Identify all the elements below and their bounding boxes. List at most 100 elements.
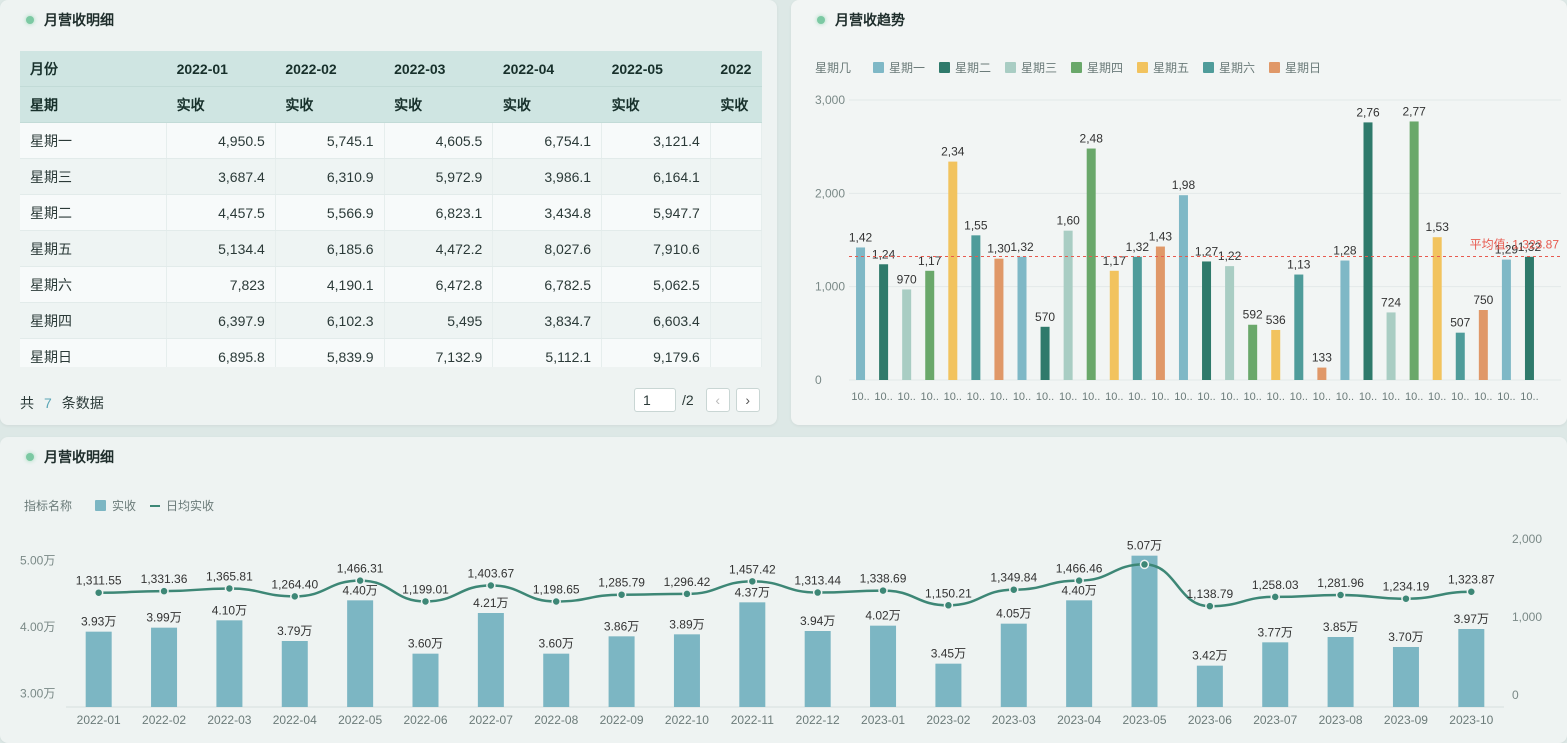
- legend-entry: 星期二: [955, 61, 991, 75]
- table-row[interactable]: 星期四 6,397.9 6,102.3 5,495 3,834.7 6,603.4: [20, 302, 762, 339]
- x-tick-label: 2022-07: [469, 713, 513, 727]
- x-tick-label: 2023-09: [1384, 713, 1428, 727]
- header-weekday-label: 星期: [20, 86, 167, 123]
- line-data-label: 1,331.36: [141, 572, 188, 586]
- bar: [608, 636, 635, 707]
- x-tick-label: 2022-10: [665, 713, 709, 727]
- bar: [1455, 332, 1465, 380]
- table-cell-value: [710, 266, 762, 303]
- x-tick-label: 10..: [1059, 391, 1077, 403]
- trend-bar-chart[interactable]: 星期几 星期一 星期二 星期三 星期四 星期五 星期六 星期日 0 1,000 2,000 3,000…: [791, 0, 1567, 425]
- next-page-button[interactable]: ›: [735, 388, 760, 412]
- column-header-month[interactable]: 2022-03: [384, 51, 493, 87]
- table-row[interactable]: 星期五 5,134.4 6,185.6 4,472.2 8,027.6 7,910.6: [20, 230, 762, 267]
- bar: [1202, 261, 1212, 380]
- y-left-tick-label: 4.00万: [20, 620, 55, 634]
- combo-bar-line-chart[interactable]: 指标名称 实收 日均实收 3.00万 4.00万 5.00万 0 1,000 2,000 3.93…: [0, 437, 1567, 743]
- bar-data-label: 3.93万: [81, 615, 116, 629]
- bar-data-label: 4.21万: [473, 596, 508, 610]
- table-cell-value: 6,782.5: [492, 266, 603, 303]
- prev-page-button[interactable]: ‹: [705, 388, 730, 412]
- x-tick-label: 2023-07: [1253, 713, 1297, 727]
- line-data-label: 1,365.81: [206, 569, 253, 583]
- line-data-label: 1,234.19: [1383, 580, 1430, 594]
- x-tick-label: 2023-02: [926, 713, 970, 727]
- bar: [412, 653, 439, 707]
- line-data-label: 1,285.79: [598, 576, 645, 590]
- x-tick-label: 10..: [1013, 391, 1031, 403]
- line-point: [1401, 593, 1411, 604]
- bar-data-label: 1,29: [1495, 243, 1519, 257]
- column-header-month[interactable]: 2022-05: [601, 51, 711, 87]
- pagination: 1 /2 ‹ ›: [634, 388, 760, 412]
- bar: [1196, 665, 1223, 707]
- bar: [1017, 256, 1027, 380]
- legend-swatch: [1005, 62, 1016, 73]
- bar: [1063, 230, 1073, 380]
- series-line-daily-average: [98, 563, 1472, 608]
- table-cell-value: 6,102.3: [275, 302, 385, 339]
- x-tick-label: 2022-04: [273, 713, 317, 727]
- table-row[interactable]: 星期二 4,457.5 5,566.9 6,823.1 3,434.8 5,947.7: [20, 194, 762, 231]
- revenue-table[interactable]: 月份 2022-01 2022-02 2022-03 2022-04 2022-05 202…: [20, 51, 762, 367]
- bar-data-label: 3.70万: [1388, 630, 1423, 644]
- table-row[interactable]: 星期一 4,950.5 5,745.1 4,605.5 6,754.1 3,121.4: [20, 122, 762, 159]
- row-weekday-label: 星期日: [20, 338, 168, 367]
- table-row[interactable]: 星期六 7,823 4,190.1 6,472.8 6,782.5 5,062.5: [20, 266, 762, 303]
- x-tick-label: 2022-02: [142, 713, 186, 727]
- line-point: [878, 585, 888, 596]
- table-row[interactable]: 星期日 6,895.8 5,839.9 7,132.9 5,112.1 9,179.6: [20, 338, 762, 367]
- table-row[interactable]: 星期三 3,687.4 6,310.9 5,972.9 3,986.1 6,164.1: [20, 158, 762, 195]
- row-weekday-label: 星期一: [20, 122, 168, 159]
- x-tick-label: 2022-09: [600, 713, 644, 727]
- x-tick-label: 2023-04: [1057, 713, 1101, 727]
- bar-data-label: 4.10万: [212, 603, 247, 617]
- legend-swatch: [1269, 62, 1280, 73]
- bar-data-label: 1,24: [872, 247, 896, 261]
- column-header-month[interactable]: 2022: [710, 51, 762, 87]
- legend-entry: 星期三: [1021, 61, 1057, 75]
- legend-swatch-bar: [95, 500, 106, 511]
- column-header-month[interactable]: 2022-01: [166, 51, 276, 87]
- y-tick-label: 0: [815, 373, 822, 387]
- bar-data-label: 4.05万: [996, 607, 1031, 621]
- table-cell-value: 6,754.1: [492, 122, 603, 159]
- x-tick-label: 2023-10: [1449, 713, 1493, 727]
- bar-data-label: 4.40万: [342, 583, 377, 597]
- legend-entry: 星期一: [889, 61, 925, 75]
- bar: [1225, 266, 1235, 380]
- table-cell-value: 3,834.7: [492, 302, 603, 339]
- page-number-input[interactable]: 1: [634, 388, 676, 412]
- table-cell-value: 4,950.5: [166, 122, 276, 159]
- x-tick-label: 10..: [1382, 391, 1400, 403]
- column-subheader-received: 实收: [710, 86, 762, 123]
- x-tick-label: 2023-03: [992, 713, 1036, 727]
- line-point: [616, 589, 627, 600]
- x-tick-label: 10..: [1151, 391, 1169, 403]
- y-left-tick-label: 5.00万: [20, 553, 55, 567]
- bar: [1386, 312, 1396, 380]
- table-cell-value: 5,134.4: [166, 230, 276, 267]
- bar-data-label: 592: [1243, 308, 1263, 322]
- line-point: [1009, 584, 1019, 595]
- line-data-label: 1,199.01: [402, 582, 449, 596]
- y-right-tick-label: 2,000: [1512, 532, 1542, 546]
- legend-swatch: [1203, 62, 1214, 73]
- table-cell-value: [710, 122, 762, 159]
- bar: [1317, 367, 1327, 380]
- line-data-label: 1,323.87: [1448, 573, 1495, 587]
- line-point: [159, 586, 169, 596]
- legend-entry: 日均实收: [166, 498, 214, 513]
- column-header-month[interactable]: 2022-02: [275, 51, 385, 87]
- x-tick-label: 10..: [1128, 391, 1146, 403]
- title-dot-icon: [26, 453, 34, 461]
- monthly-revenue-combo-panel: 月营收明细 指标名称 实收 日均实收 3.00万 4.00万 5.00万 0 1,000 2,0…: [0, 437, 1567, 743]
- column-header-month[interactable]: 2022-04: [492, 51, 602, 87]
- bar-data-label: 3.89万: [669, 617, 704, 631]
- line-point: [747, 576, 758, 587]
- combo-panel-title: 月营收明细: [26, 447, 114, 467]
- bar: [935, 663, 962, 707]
- x-tick-label: 2022-12: [796, 713, 840, 727]
- bar: [1178, 195, 1188, 380]
- bar: [1432, 237, 1442, 380]
